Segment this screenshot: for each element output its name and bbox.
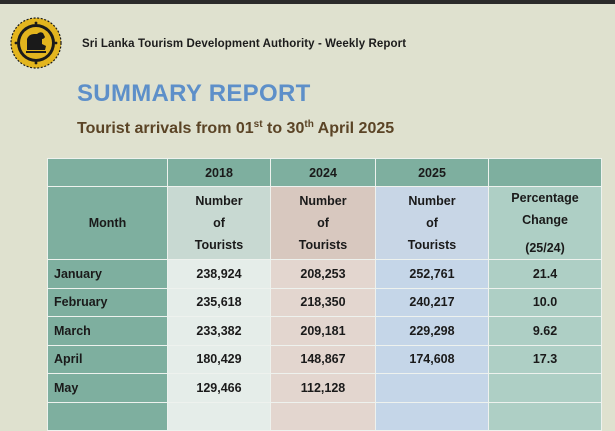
header-line: Number: [408, 194, 456, 208]
table-row: May 129,466 112,128: [47, 373, 602, 403]
month-column-header: Month: [47, 186, 168, 260]
tourists-header-2018: Number of Tourists: [167, 186, 271, 260]
percentage-change-header: Percentage Change (25/24): [488, 186, 602, 260]
month-cell: February: [47, 287, 168, 317]
column-header-row: Month Number of Tourists Number of Touri…: [47, 186, 602, 260]
year-header-blank: [47, 158, 168, 187]
month-cell: [47, 401, 168, 431]
lion-emblem-logo: [10, 17, 62, 69]
table-row: April 180,429 148,867 174,608 17.3: [47, 344, 602, 374]
header-line: Percentage: [511, 191, 579, 205]
subtitle-superscript: th: [304, 119, 314, 130]
table-row: January 238,924 208,253 252,761 21.4: [47, 259, 602, 289]
month-cell: May: [47, 373, 168, 403]
subtitle-part: April 2025: [313, 120, 395, 137]
subtitle-part: to 30: [262, 120, 305, 137]
header-line: Change: [522, 213, 568, 227]
value-2024-cell: 208,253: [270, 259, 376, 289]
header-line: Number: [299, 194, 347, 208]
percentage-change-cell: 17.3: [488, 344, 602, 374]
year-header-2025: 2025: [375, 158, 489, 187]
value-2018-cell: 129,466: [167, 373, 271, 403]
value-2024-cell: 148,867: [270, 344, 376, 374]
header-line: Tourists: [194, 238, 244, 252]
percentage-change-cell: 9.62: [488, 316, 602, 346]
header-line: of: [317, 216, 329, 230]
header-line: Number: [195, 194, 243, 208]
header-line: Tourists: [407, 238, 457, 252]
value-2025-cell: 229,298: [375, 316, 489, 346]
tourists-header-2025: Number of Tourists: [375, 186, 489, 260]
value-2024-cell: 209,181: [270, 316, 376, 346]
value-2025-cell: [375, 373, 489, 403]
top-edge-bar: [0, 0, 615, 4]
header-line: Tourists: [298, 238, 348, 252]
table-row-partial: [47, 401, 602, 431]
value-2018-cell: 180,429: [167, 344, 271, 374]
percentage-change-cell: [488, 373, 602, 403]
month-cell: April: [47, 344, 168, 374]
arrivals-table: 2018 2024 2025 Month Number of Tourists …: [47, 158, 602, 431]
organization-name: Sri Lanka Tourism Development Authority …: [82, 38, 407, 50]
page-title: SUMMARY REPORT: [77, 80, 311, 107]
table-row: February 235,618 218,350 240,217 10.0: [47, 287, 602, 317]
value-2025-cell: 252,761: [375, 259, 489, 289]
value-2018-cell: 238,924: [167, 259, 271, 289]
subtitle-part: Tourist arrivals from 01: [77, 120, 254, 137]
value-2025-cell: 174,608: [375, 344, 489, 374]
subtitle-superscript: st: [253, 119, 263, 130]
year-header-2018: 2018: [167, 158, 271, 187]
value-2025-cell: [375, 401, 489, 431]
year-header-row: 2018 2024 2025: [47, 158, 602, 187]
value-2018-cell: 235,618: [167, 287, 271, 317]
tourists-header-2024: Number of Tourists: [270, 186, 376, 260]
month-cell: January: [47, 259, 168, 289]
header-line: (25/24): [525, 241, 565, 255]
value-2018-cell: [167, 401, 271, 431]
year-header-blank: [488, 158, 602, 187]
header-line: of: [213, 216, 225, 230]
value-2025-cell: 240,217: [375, 287, 489, 317]
month-cell: March: [47, 316, 168, 346]
table-row: March 233,382 209,181 229,298 9.62: [47, 316, 602, 346]
value-2018-cell: 233,382: [167, 316, 271, 346]
year-header-2024: 2024: [270, 158, 376, 187]
header-line: of: [426, 216, 438, 230]
value-2024-cell: [270, 401, 376, 431]
percentage-change-cell: 10.0: [488, 287, 602, 317]
value-2024-cell: 112,128: [270, 373, 376, 403]
value-2024-cell: 218,350: [270, 287, 376, 317]
percentage-change-cell: [488, 401, 602, 431]
report-subtitle: Tourist arrivals from 01st to 30th April…: [77, 119, 394, 138]
percentage-change-cell: 21.4: [488, 259, 602, 289]
